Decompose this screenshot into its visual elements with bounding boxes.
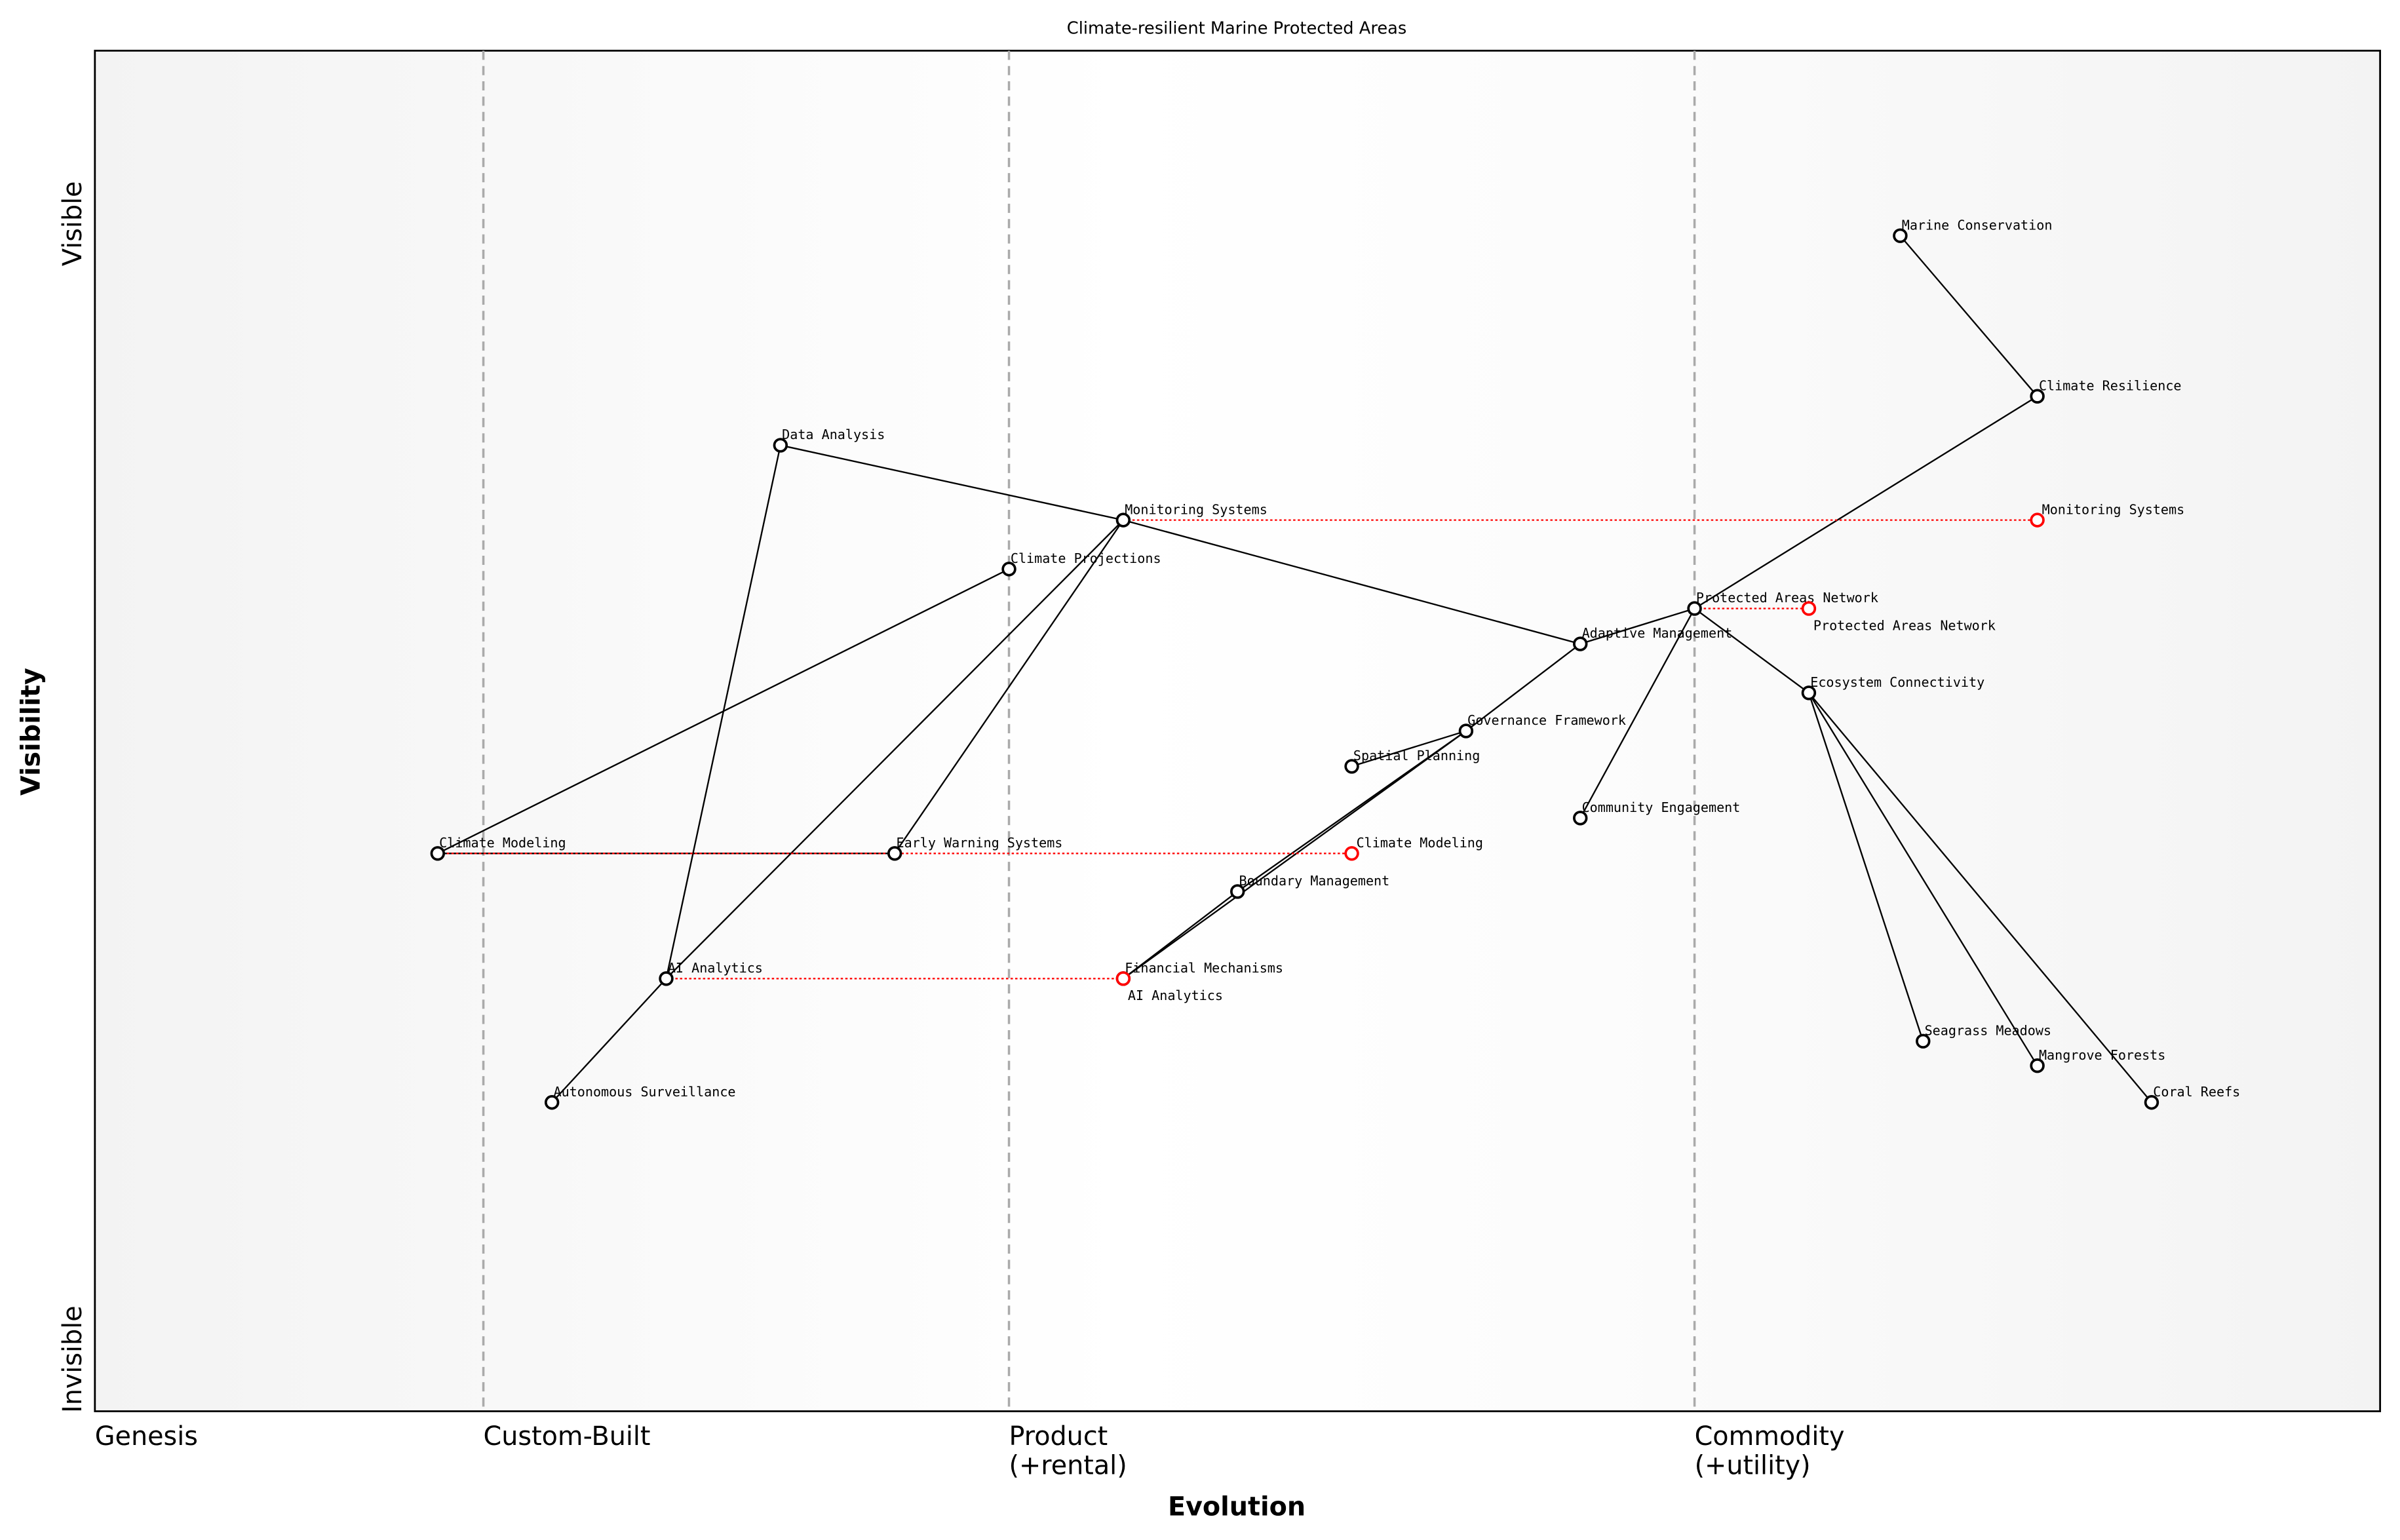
dependency-link [1465, 643, 1581, 732]
component-node[interactable] [659, 971, 674, 986]
component-node[interactable] [2030, 1058, 2045, 1073]
component-label: Adaptive Management [1582, 625, 1733, 641]
component-node[interactable] [773, 438, 788, 453]
visible-label: Visible [58, 181, 88, 266]
dependency-link [1579, 607, 1695, 645]
evolved-component-node[interactable] [1344, 846, 1359, 861]
dependency-link [894, 519, 1124, 854]
evolved-component-label: Monitoring Systems [2042, 501, 2185, 517]
component-label: Protected Areas Network [1696, 590, 1878, 606]
component-node[interactable] [1573, 811, 1588, 826]
evolved-component-label: Climate Modeling [1357, 835, 1483, 851]
component-label: Climate Modeling [439, 835, 566, 851]
component-node[interactable] [430, 846, 446, 861]
dependency-link [1351, 730, 1467, 767]
component-label: AI Analytics [668, 960, 763, 976]
invisible-label: Invisible [58, 1305, 88, 1413]
evolved-component-label: AI Analytics [1128, 988, 1223, 1003]
dependency-link [1808, 692, 2152, 1104]
component-label: Climate Resilience [2039, 377, 2182, 393]
component-label: Mangrove Forests [2039, 1047, 2165, 1063]
dependency-link [551, 978, 667, 1104]
dependency-link [1808, 692, 1924, 1042]
component-label: Climate Projections [1011, 550, 1161, 566]
component-label: Monitoring Systems [1125, 501, 1268, 517]
component-node[interactable] [1893, 228, 1908, 243]
component-label: Ecosystem Connectivity [1810, 674, 1984, 690]
component-node[interactable] [1916, 1033, 1931, 1049]
component-label: Boundary Management [1239, 873, 1390, 889]
component-node[interactable] [2144, 1095, 2159, 1110]
dependency-link [1808, 692, 2038, 1066]
component-label: Financial Mechanisms [1125, 960, 1283, 976]
dependency-link [437, 568, 1010, 855]
dependency-link [1123, 730, 1467, 980]
evolved-component-label: Protected Areas Network [1813, 617, 1996, 633]
component-label: Community Engagement [1582, 799, 1741, 815]
component-label: Coral Reefs [2153, 1084, 2240, 1100]
component-label: Seagrass Meadows [1925, 1022, 2051, 1038]
plot-area [94, 49, 2382, 1412]
component-node[interactable] [1687, 601, 1702, 616]
dependency-link [1694, 395, 2038, 609]
component-label: Autonomous Surveillance [554, 1084, 736, 1100]
component-label: Governance Framework [1467, 712, 1626, 728]
dependency-link [1694, 607, 1810, 694]
dependency-link [1579, 608, 1695, 818]
dependency-link [665, 519, 1124, 980]
stage-label: Genesis [95, 1421, 198, 1452]
component-label: Data Analysis [782, 427, 885, 442]
component-node[interactable] [1801, 685, 1817, 701]
stage-label: Product (+rental) [1009, 1421, 1127, 1480]
y-axis-title: Visibility [16, 668, 47, 796]
component-label: Early Warning Systems [897, 835, 1063, 851]
component-node[interactable] [887, 846, 902, 861]
dependency-link [1899, 235, 2038, 397]
component-node[interactable] [1115, 512, 1131, 528]
evolved-component-node[interactable] [1115, 971, 1131, 986]
dependency-link [1123, 891, 1238, 980]
dependency-link [1123, 519, 1581, 645]
x-axis-title: Evolution [1168, 1492, 1306, 1522]
stage-label: Commodity (+utility) [1695, 1421, 1845, 1480]
stage-label: Custom-Built [484, 1421, 651, 1452]
component-node[interactable] [1573, 636, 1588, 651]
component-node[interactable] [1458, 723, 1474, 739]
component-node[interactable] [2030, 389, 2045, 404]
evolved-component-node[interactable] [2030, 512, 2045, 528]
component-label: Marine Conservation [1902, 217, 2053, 233]
component-node[interactable] [1001, 562, 1016, 577]
evolved-component-node[interactable] [1801, 601, 1817, 616]
dependency-link [780, 444, 1124, 521]
component-node[interactable] [1230, 884, 1245, 899]
map-title: Climate-resilient Marine Protected Areas [1067, 19, 1406, 39]
component-label: Spatial Planning [1353, 748, 1480, 763]
component-node[interactable] [1344, 759, 1359, 774]
component-node[interactable] [544, 1095, 560, 1110]
